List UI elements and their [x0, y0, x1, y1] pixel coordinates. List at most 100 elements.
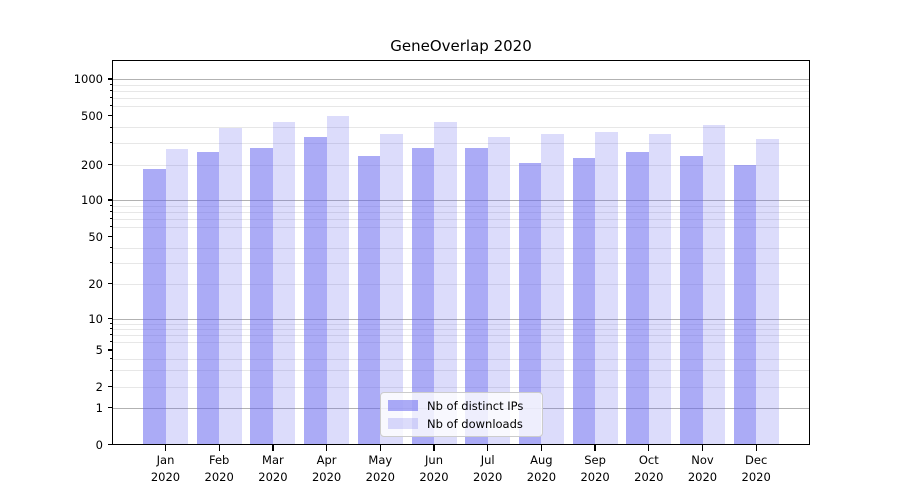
y-gridline-major-10 [112, 318, 810, 320]
y-tick-label-200: 200 [81, 157, 103, 172]
y-tick-label-1000: 1000 [73, 72, 103, 86]
x-tick-label-sep: Sep 2020 [580, 453, 610, 484]
y-minor-tick-300 [109, 142, 112, 144]
y-gridline-minor-90 [112, 205, 810, 207]
x-tick-jul [487, 445, 489, 451]
y-tick-1 [107, 406, 112, 409]
bar-downloads-aug [541, 134, 564, 445]
legend: Nb of distinct IPs Nb of downloads [380, 392, 543, 437]
bar-downloads-feb [219, 128, 242, 445]
x-tick-label-dec: Dec 2020 [741, 453, 771, 484]
y-tick-label-5: 5 [95, 343, 103, 357]
x-tick-dec [755, 445, 757, 451]
x-tick-jun [433, 445, 435, 451]
y-minor-tick-400 [109, 126, 112, 128]
bar-distinct-ips-oct [626, 152, 649, 445]
y-tick-0 [107, 443, 112, 446]
y-minor-tick-40 [109, 247, 112, 249]
legend-label-downloads: Nb of downloads [427, 416, 523, 431]
bar-distinct-ips-jun [411, 147, 434, 445]
y-tick-label-100: 100 [81, 193, 103, 207]
y-gridline-minor-6 [112, 341, 810, 343]
y-tick-label-20: 20 [88, 276, 103, 291]
bar-downloads-oct [648, 133, 672, 445]
legend-swatch-distinct-ips [388, 400, 418, 411]
x-tick-label-mar: Mar 2020 [258, 453, 288, 484]
bar-distinct-ips-may [357, 155, 381, 445]
bar-distinct-ips-jan [143, 168, 166, 445]
y-gridline-minor-7 [112, 334, 810, 336]
x-tick-label-jan: Jan 2020 [150, 453, 181, 484]
bar-distinct-ips-feb [196, 152, 220, 445]
y-gridline-minor-300 [112, 142, 810, 144]
y-tick-5 [107, 349, 112, 351]
y-tick-label-50: 50 [88, 229, 103, 244]
y-minor-tick-9 [109, 323, 112, 325]
y-minor-tick-3 [109, 369, 112, 371]
legend-swatch-downloads [388, 418, 418, 429]
x-tick-jan [164, 445, 167, 451]
y-gridline-minor-900 [112, 84, 810, 86]
bar-downloads-mar [272, 122, 296, 445]
x-tick-nov [701, 445, 704, 451]
y-minor-tick-70 [109, 218, 112, 220]
bar-downloads-jun [434, 121, 457, 445]
y-gridline-minor-70 [112, 218, 810, 220]
x-tick-sep [594, 445, 596, 451]
y-gridline-minor-20 [112, 283, 810, 285]
y-tick-1000 [107, 78, 112, 80]
x-tick-label-nov: Nov 2020 [687, 453, 718, 484]
bar-distinct-ips-jul [465, 148, 488, 445]
bar-downloads-sep [595, 132, 618, 445]
y-minor-tick-4 [109, 358, 112, 360]
y-minor-tick-90 [109, 205, 112, 207]
y-minor-tick-60 [109, 226, 112, 228]
y-tick-200 [107, 163, 112, 166]
y-tick-label-10: 10 [88, 311, 103, 326]
y-tick-label-500: 500 [81, 108, 103, 123]
y-gridline-minor-400 [112, 127, 810, 129]
legend-item-downloads: Nb of downloads [388, 417, 542, 431]
bar-downloads-jul [487, 136, 511, 445]
y-gridline-minor-700 [112, 97, 810, 99]
y-gridline-minor-9 [112, 323, 810, 325]
bar-distinct-ips-mar [250, 147, 273, 445]
y-minor-tick-600 [109, 105, 112, 107]
x-tick-mar [272, 445, 274, 451]
y-tick-2 [107, 385, 112, 388]
y-gridline-minor-2 [112, 386, 810, 388]
y-gridline-major-100 [112, 200, 810, 201]
y-gridline-major-1000 [112, 79, 810, 80]
x-tick-label-jul: Jul 2020 [473, 453, 503, 484]
y-tick-10 [107, 318, 112, 320]
x-tick-label-feb: Feb 2020 [204, 453, 234, 484]
y-minor-tick-7 [109, 334, 112, 336]
y-tick-20 [107, 282, 112, 285]
chart-title: GeneOverlap 2020 [390, 37, 532, 55]
legend-label-distinct-ips: Nb of distinct IPs [427, 398, 524, 413]
bar-downloads-jan [165, 148, 188, 445]
y-gridline-minor-40 [112, 247, 810, 249]
y-minor-tick-8 [109, 328, 112, 330]
y-gridline-minor-60 [112, 226, 810, 228]
bar-distinct-ips-dec [733, 165, 757, 445]
y-gridline-minor-8 [112, 328, 810, 330]
y-gridline-minor-3 [112, 370, 810, 372]
x-tick-apr [325, 445, 328, 451]
y-tick-label-0: 0 [95, 437, 103, 452]
y-gridline-minor-30 [112, 262, 810, 264]
y-tick-500 [107, 114, 112, 117]
y-gridline-minor-600 [112, 105, 810, 107]
y-gridline-minor-800 [112, 90, 810, 92]
x-tick-oct [648, 445, 650, 451]
x-tick-feb [218, 445, 220, 451]
y-minor-tick-6 [109, 341, 112, 343]
x-tick-aug [540, 445, 543, 451]
x-tick-label-oct: Oct 2020 [634, 453, 664, 484]
legend-item-distinct-ips: Nb of distinct IPs [388, 399, 542, 413]
bar-distinct-ips-nov [680, 155, 703, 445]
y-minor-tick-80 [109, 211, 112, 213]
y-tick-label-2: 2 [95, 379, 103, 394]
bar-downloads-apr [326, 116, 350, 445]
